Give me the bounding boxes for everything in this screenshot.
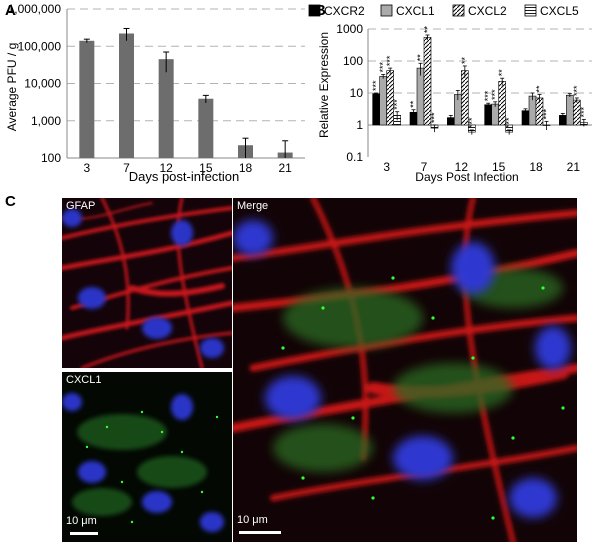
chart-b-significance: *** [542,108,552,119]
chart-b-bar [423,37,432,126]
chart-b-bar [372,93,380,126]
chart-b-ylabel: Relative Expression [317,32,331,138]
chart-a-bar [158,59,174,159]
chart-a-xtick: 12 [159,161,173,175]
chart-b-bar [566,94,574,126]
chart-b-ytick: 10 [350,86,364,100]
chart-b-bar [528,95,537,126]
chart-a-ytick: 1,000 [31,114,61,128]
chart-b-significance: ** [416,54,426,62]
chart-b-ytick: 1000 [336,22,363,36]
cxcl1-label: CXCL1 [66,374,102,386]
chart-b-xtick: 12 [455,160,469,174]
chart-a-ytick: 100,000 [18,39,62,53]
chart-b-xtick: 21 [567,160,581,174]
chart-b-bar [521,110,530,126]
chart-b-ytick: 100 [343,54,363,68]
chart-a: Average PFU / g Days post-infection 100 1… [5,2,305,184]
chart-b-significance: *** [392,99,402,110]
micrograph-cxcl1: CXCL1 10 μm [62,372,232,542]
gfap-image [62,198,232,368]
chart-b-xtick: 7 [421,160,428,174]
merge-image [233,198,577,542]
chart-b-legend-swatch [308,4,321,17]
chart-a-xlabel: Days post-infection [129,169,240,184]
chart-b-bar [491,103,499,126]
chart-b-xtick: 18 [529,160,543,174]
chart-b-xtick: 15 [492,160,506,174]
chart-b-bar [461,70,469,126]
panel-letter-a: A [5,2,16,19]
chart-b-significance: *** [490,89,500,100]
cxcl1-scale-text: 10 μm [66,515,97,527]
chart-a-xtick: 18 [239,161,253,175]
chart-b-legend-label: CXCR2 [324,4,365,18]
panel-letter-b: B [315,2,326,19]
chart-b-significance: *** [385,55,395,66]
chart-a-bar [119,33,134,159]
chart-a-xtick: 21 [278,161,292,175]
chart-b-legend-swatch [380,4,393,17]
chart-b-legend-label: CXCL5 [540,4,579,18]
chart-a-xtick: 7 [123,161,130,175]
chart-b-legend-label: CXCL1 [396,4,435,18]
chart-b-significance: ** [497,69,507,77]
chart-b-significance: *** [579,106,589,117]
chart-b-bar [484,104,492,126]
chart-a-bar [79,40,95,158]
micrograph-merge: Merge 10 μm [233,198,577,542]
micrograph-gfap: GFAP [62,198,232,368]
chart-b-xtick: 3 [383,160,390,174]
cxcl1-image [62,372,232,542]
chart-b-legend-swatch [524,4,537,17]
chart-b-legend-label: CXCL2 [468,4,507,18]
chart-b: Relative Expression Days Post Infection … [308,4,592,184]
chart-b-bar [386,70,394,126]
chart-a-xtick: 15 [199,161,213,175]
chart-b-significance: ** [423,25,433,33]
chart-b-bar [416,67,425,126]
gfap-label: GFAP [66,200,96,212]
chart-a-bar [198,98,214,158]
chart-a-ytick: 10,000 [24,77,61,91]
cxcl1-scale-bar [70,532,98,535]
merge-label: Merge [237,200,269,212]
chart-a-ytick: 100 [41,151,61,165]
chart-b-significance: *** [430,112,440,123]
chart-b-significance: *** [371,80,381,91]
chart-b-significance: *** [504,117,514,128]
chart-b-significance: *** [378,61,388,72]
chart-b-ytick: 0.1 [346,150,363,164]
merge-scale-text: 10 μm [237,514,268,526]
chart-b-ytick: 1 [356,118,363,132]
chart-b-significance: *** [483,90,493,101]
chart-b-significance: ** [409,100,419,108]
chart-b-significance: *** [572,85,582,96]
merge-scale-bar [239,531,281,534]
chart-a-ylabel: Average PFU / g [5,43,19,132]
chart-b-xlabel: Days Post Infection [415,170,518,184]
chart-b-bar [379,76,387,126]
panel-letter-c: C [5,193,16,210]
chart-b-significance: ** [460,56,470,64]
chart-b-legend-swatch [452,4,465,17]
chart-b-significance: ** [535,85,545,93]
chart-b-significance: *** [467,117,477,128]
chart-a-ytick: 1,000,000 [8,2,62,16]
chart-a-xtick: 3 [83,161,90,175]
